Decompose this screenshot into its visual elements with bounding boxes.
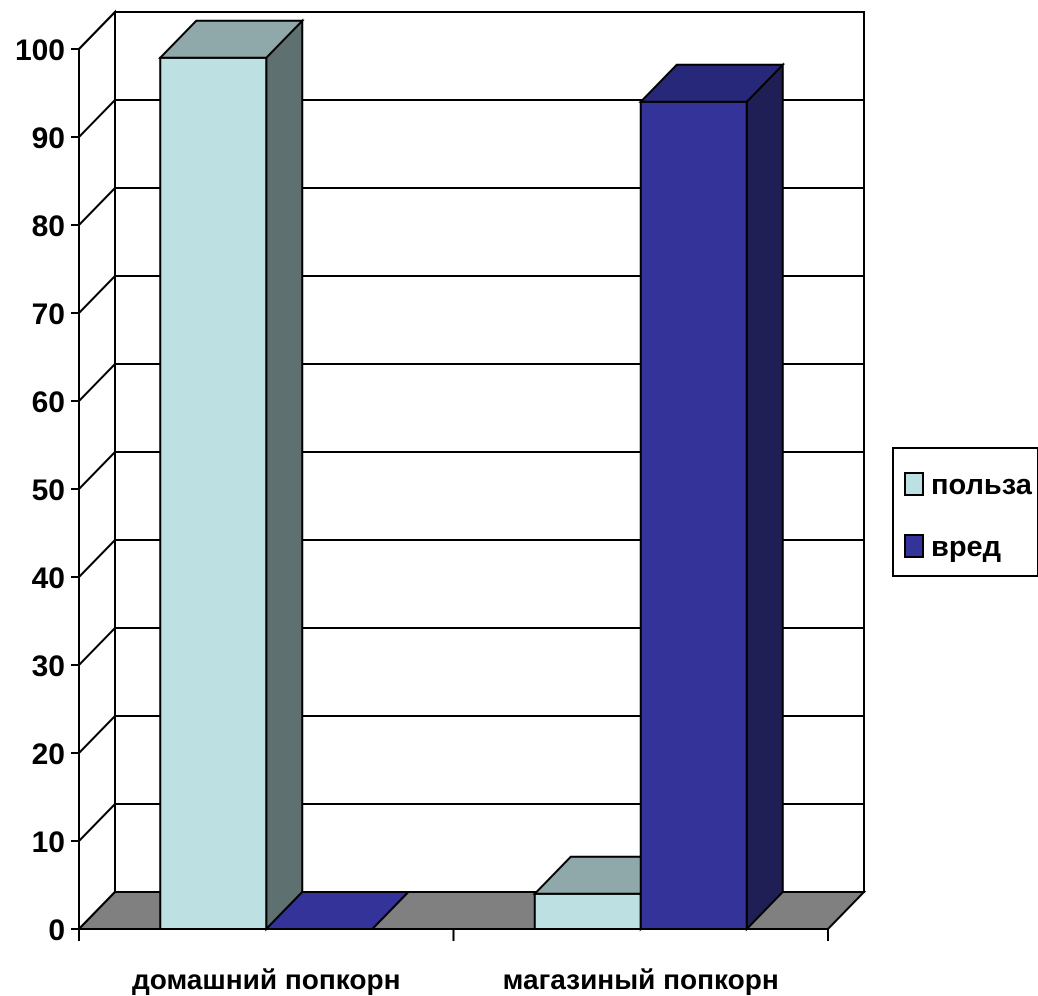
y-tick-label: 100 [15, 34, 65, 67]
y-tick-label: 80 [32, 210, 65, 243]
legend-swatch [904, 534, 924, 558]
gridline-side [78, 627, 116, 666]
gridline-side [78, 363, 116, 402]
x-category-label: магазиный попкорн [503, 964, 779, 995]
bar-side [745, 62, 784, 932]
legend-swatch [904, 472, 924, 496]
y-tick-label: 0 [48, 914, 65, 947]
bar-top [263, 891, 411, 930]
y-tick-label: 70 [32, 298, 65, 331]
y-tick-label: 40 [32, 562, 65, 595]
gridline-side [78, 275, 116, 314]
y-tick-label: 60 [32, 386, 65, 419]
gridline-side [78, 539, 116, 578]
y-tick-label: 50 [32, 474, 65, 507]
y-tick-label: 30 [32, 650, 65, 683]
bar [159, 56, 268, 931]
gridline-side [78, 99, 116, 138]
x-category-label: домашний попкорн [132, 964, 401, 995]
bar-top [638, 63, 786, 103]
y-tick-label: 20 [32, 738, 65, 771]
bar [639, 100, 748, 931]
bar-side [265, 18, 304, 932]
gridline-side [78, 803, 116, 842]
gridline-side [78, 187, 116, 226]
legend-label: вред [931, 531, 1001, 563]
y-tick-label: 10 [32, 826, 65, 859]
y-tick-label: 90 [32, 122, 65, 155]
legend-label: польза [931, 469, 1033, 501]
gridline-side [78, 451, 116, 490]
gridline-side [78, 715, 116, 754]
bar-top [157, 19, 305, 59]
bar [533, 892, 642, 930]
gridline-side [78, 11, 116, 50]
legend-box [892, 447, 1038, 577]
